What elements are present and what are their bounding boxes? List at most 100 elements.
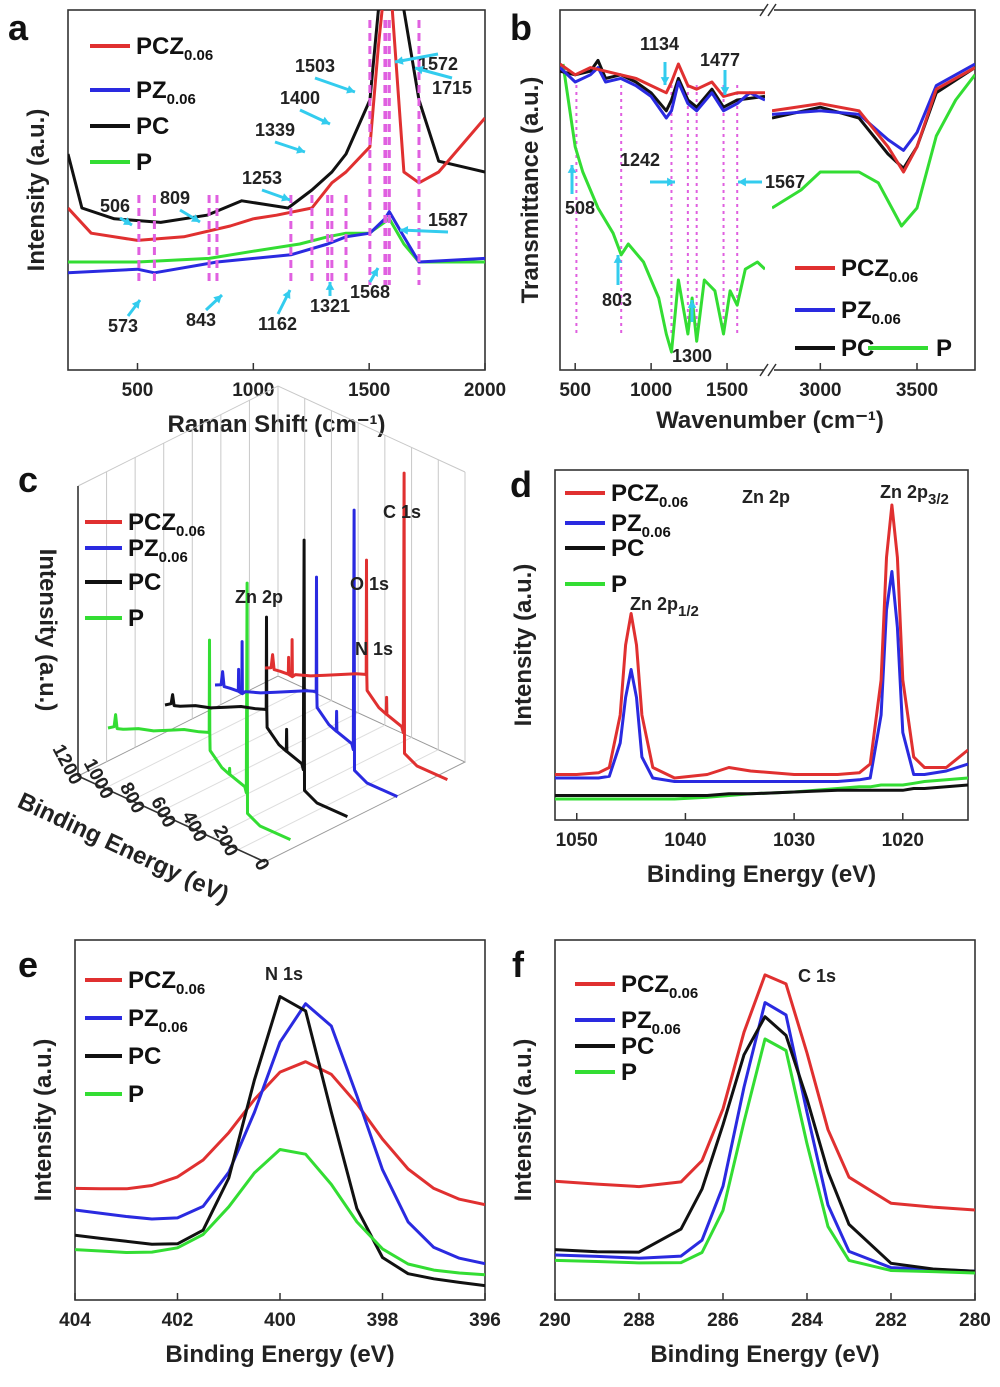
legend-label-pcz-main: PCZ — [621, 971, 669, 998]
legend-label-pc: PC — [621, 1033, 654, 1060]
peak-annotation: 506 — [100, 196, 130, 216]
series-line-pcz — [75, 1060, 485, 1207]
legend-label-pcz-main: PCZ — [611, 480, 659, 507]
x-tick-label: 402 — [162, 1310, 194, 1331]
series-line-p — [75, 1148, 485, 1277]
chart-title: Zn 2p — [742, 487, 790, 507]
x-axis-label: Binding Energy (eV) — [165, 1341, 394, 1368]
legend-label-pcz-sub: 0.06 — [669, 985, 698, 1002]
peak-label-sub: 1/2 — [678, 603, 699, 620]
series-line-pz — [555, 1001, 975, 1273]
series-line-pcz — [555, 503, 968, 780]
annotation-arrowhead-icon — [123, 217, 132, 225]
x-tick-label: 1020 — [882, 830, 924, 851]
axis-break-mark-icon — [767, 3, 777, 17]
legend-label-pz-sub: 0.06 — [159, 549, 188, 566]
panel-label-b: b — [510, 7, 532, 48]
peak-label: Zn 2p1/2 — [630, 594, 699, 620]
plot-frame — [554, 939, 976, 1301]
legend-label-pcz-sub: 0.06 — [184, 47, 213, 64]
peak-annotation: 1572 — [418, 54, 458, 74]
x-tick-label: 404 — [59, 1310, 91, 1331]
y-axis-label: Intensity (a.u.) — [30, 1039, 57, 1202]
floor-plane — [76, 675, 467, 863]
annotation-arrowhead-icon — [281, 193, 290, 202]
legend-label-p-main: P — [611, 571, 627, 598]
peak-annotation: 1567 — [765, 172, 805, 192]
peak-label-main: Zn 2p — [630, 594, 678, 614]
y-axis-label: Intensity (a.u.) — [510, 1039, 537, 1202]
series-line-pcz — [560, 62, 765, 98]
series-line-pc — [75, 995, 485, 1288]
floor-grid-line — [157, 712, 359, 814]
plot-area — [555, 973, 975, 1275]
chart-title: N 1s — [265, 964, 303, 984]
annotation-arrowhead-icon — [667, 177, 675, 187]
x-tick-label: 1050 — [556, 830, 598, 851]
annotation-arrowhead-icon — [660, 77, 670, 85]
annotation-arrowhead-icon — [415, 65, 424, 75]
legend-label-p: P — [611, 571, 627, 598]
x-tick-label: 284 — [791, 1310, 823, 1331]
peak-annotation: 1503 — [295, 56, 335, 76]
legend-label-p: P — [136, 149, 152, 176]
series-line-pz — [75, 1002, 485, 1266]
legend-label-pcz-main: PCZ — [128, 967, 176, 994]
peak-annotation: 1321 — [310, 296, 350, 316]
floor-grid-line — [131, 700, 332, 802]
legend-label-pcz: PCZ0.06 — [611, 480, 688, 511]
legend-label-pz: PZ0.06 — [136, 77, 196, 108]
annotation-arrowhead-icon — [687, 300, 697, 308]
peak-label: Zn 2p — [235, 587, 283, 607]
peak-annotation: 1568 — [350, 282, 390, 302]
legend-label-pcz-sub: 0.06 — [659, 494, 688, 511]
plot-area — [560, 58, 765, 354]
legend-label-p-main: P — [936, 335, 952, 362]
annotation-arrowhead-icon — [346, 85, 355, 94]
legend-label-pz-sub: 0.06 — [167, 91, 196, 108]
x-tick-label: 1500 — [348, 380, 390, 401]
series-line-pcz — [555, 973, 975, 1212]
panel-f: 290 288 286 284 282 280 Binding Energy (eV) Int… — [510, 939, 991, 1368]
x-tick-label: 398 — [367, 1310, 399, 1331]
x-tick-label: 800 — [115, 779, 148, 817]
x-tick-label: 0 — [250, 855, 274, 874]
plot-frame — [67, 9, 486, 371]
x-tick-label: 500 — [559, 380, 591, 401]
peak-annotation: 573 — [108, 316, 138, 336]
annotation-arrowhead-icon — [282, 290, 291, 299]
panel-a: 500 1000 1500 2000 Raman Shift (cm⁻¹) Intensi… — [8, 7, 506, 438]
series-line-pc — [164, 538, 349, 818]
x-axis-label: Wavenumber (cm⁻¹) — [656, 407, 884, 434]
legend-label-pcz: PCZ0.06 — [136, 33, 213, 64]
legend-label-pz-main: PZ — [841, 297, 872, 324]
annotation-arrowhead-icon — [720, 87, 730, 95]
floor-grid-line — [211, 736, 412, 838]
peak-annotation: 1300 — [672, 346, 712, 366]
legend-label-pc: PC — [136, 113, 169, 140]
peak-annotation: 1253 — [242, 168, 282, 188]
legend-label-pc: PC — [128, 569, 161, 596]
x-axis — [77, 775, 266, 863]
legend-label-pz-main: PZ — [136, 77, 167, 104]
floor-grid-line — [104, 687, 305, 789]
series-line-pc — [555, 783, 968, 797]
panel-d: 1050 1040 1030 1020 Binding Energy (eV) Inten… — [510, 464, 969, 888]
y-axis-label: Intensity (a.u.) — [34, 549, 61, 712]
legend-label-p: P — [128, 605, 144, 632]
series-line-p — [561, 63, 765, 354]
axis-break-gap — [764, 366, 774, 374]
plot-frame — [554, 469, 969, 821]
series-line-pc — [560, 58, 765, 113]
series-line-pcz — [68, 10, 485, 242]
legend-label-pc: PC — [611, 535, 644, 562]
x-axis-label: Binding Energy (eV) — [14, 788, 233, 909]
x-tick-label: 396 — [469, 1310, 501, 1331]
x-tick-label: 1000 — [232, 380, 274, 401]
axis-break-mark-icon — [759, 363, 769, 377]
x-tick-label: 500 — [122, 380, 154, 401]
legend-label-p: P — [936, 335, 952, 362]
annotation-arrowhead-icon — [567, 165, 577, 173]
annotation-arrowhead-icon — [321, 116, 330, 125]
x-tick-label: 3500 — [896, 380, 938, 401]
